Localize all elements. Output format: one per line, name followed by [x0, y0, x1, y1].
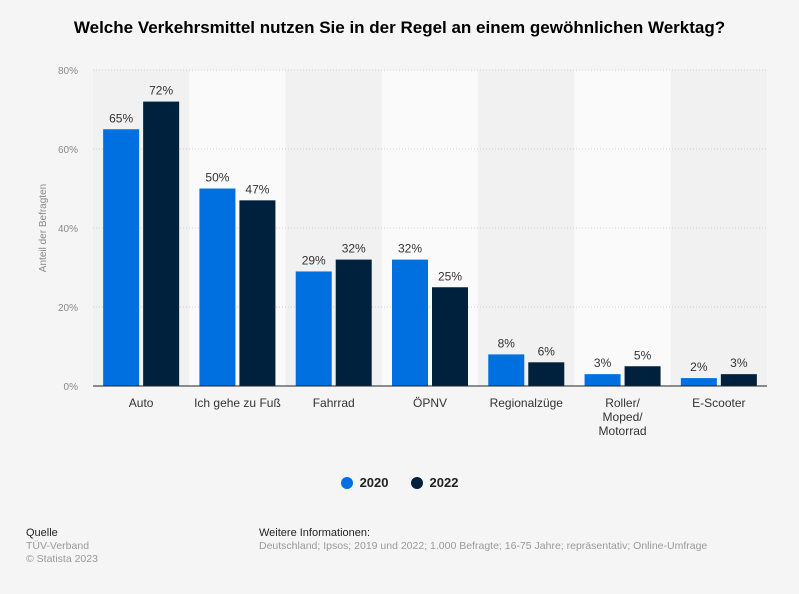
- bar-2022: [335, 259, 372, 386]
- data-label: 8%: [498, 336, 516, 350]
- legend-swatch-2020: [340, 476, 353, 489]
- x-tick-label: E-Scooter: [692, 396, 745, 410]
- info-block: Weitere Informationen: Deutschland; Ipso…: [259, 527, 707, 553]
- source-block: Quelle TÜV-Verband © Statista 2023: [26, 527, 98, 566]
- data-label: 65%: [109, 111, 133, 125]
- data-label: 5%: [634, 348, 652, 362]
- x-tick-label: Auto: [129, 396, 154, 410]
- x-tick-label: Roller/Moped/Motorrad: [599, 396, 647, 438]
- bar-2022: [528, 362, 565, 386]
- x-tick-label: Regionalzüge: [490, 396, 564, 410]
- bar-chart: 0% 20% 40% 60% 80% Anteil der Befragten 65% 50%…: [38, 66, 767, 438]
- data-label: 2%: [690, 360, 708, 374]
- legend-item-2020[interactable]: 2020: [340, 475, 389, 490]
- x-tick-label: Ich gehe zu Fuß: [194, 396, 281, 410]
- legend-label: 2022: [429, 475, 459, 490]
- legend-label: 2020: [359, 475, 389, 490]
- bar-2020: [199, 188, 236, 386]
- bar-2020: [488, 354, 525, 386]
- y-axis-label: Anteil der Befragten: [38, 184, 49, 272]
- chart-title: Welche Verkehrsmittel nutzen Sie in der …: [73, 18, 726, 37]
- legend-swatch-2022: [410, 476, 423, 489]
- data-label: 3%: [730, 356, 748, 370]
- y-tick-label: 40%: [58, 224, 78, 235]
- bar-2020: [103, 129, 140, 386]
- category-band: [670, 70, 767, 386]
- x-tick-label: Fahrrad: [313, 396, 355, 410]
- bar-2020: [680, 378, 717, 386]
- bar-2022: [624, 366, 661, 386]
- data-label: 50%: [205, 171, 229, 185]
- data-label: 25%: [438, 269, 462, 283]
- bar-2022: [239, 200, 276, 386]
- x-tick-label: ÖPNV: [413, 396, 447, 410]
- y-tick-label: 60%: [58, 145, 78, 156]
- bar-2022: [143, 101, 180, 386]
- bar-2020: [392, 259, 428, 386]
- data-label: 29%: [302, 253, 326, 267]
- info-text: Deutschland; Ipsos; 2019 und 2022; 1.000…: [259, 540, 708, 552]
- data-label: 32%: [398, 242, 422, 256]
- y-tick-label: 80%: [58, 66, 78, 77]
- copyright: © Statista 2023: [26, 553, 98, 565]
- bar-2022: [720, 374, 757, 386]
- bar-2022: [432, 287, 468, 386]
- source-text[interactable]: TÜV-Verband: [26, 540, 90, 552]
- legend: 2020 2022: [0, 475, 799, 490]
- data-label: 3%: [594, 356, 612, 370]
- bar-2020: [295, 271, 332, 386]
- data-label: 72%: [149, 84, 173, 98]
- data-label: 6%: [538, 344, 556, 358]
- data-label: 47%: [245, 182, 269, 196]
- info-heading: Weitere Informationen:: [259, 527, 371, 539]
- source-heading: Quelle: [26, 527, 58, 539]
- y-tick-label: 0%: [64, 382, 79, 393]
- legend-item-2022[interactable]: 2022: [410, 475, 459, 490]
- y-tick-label: 20%: [58, 303, 78, 314]
- bar-2020: [584, 374, 621, 386]
- data-label: 32%: [342, 242, 366, 256]
